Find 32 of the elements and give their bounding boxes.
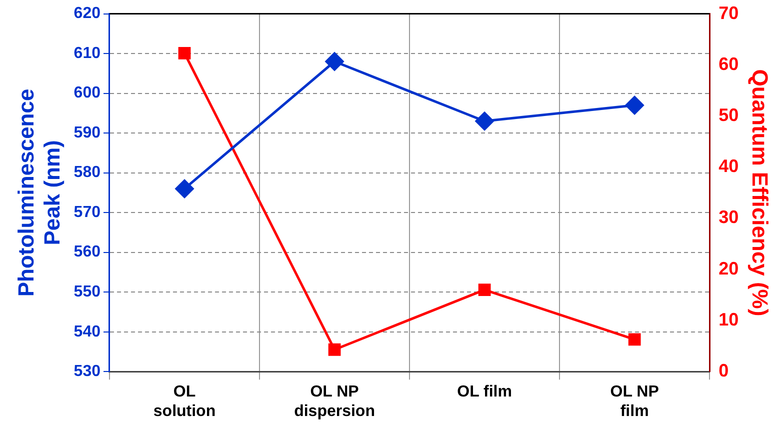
y-tick-label: 570 bbox=[74, 204, 101, 221]
y2-axis-title: Quantum Efficiency (%) bbox=[748, 69, 773, 316]
point bbox=[628, 333, 641, 346]
point bbox=[475, 112, 494, 130]
y-tick-label: 560 bbox=[74, 244, 101, 261]
y2-tick-label: 20 bbox=[718, 258, 739, 278]
y-tick-label: 580 bbox=[74, 164, 101, 182]
y-tick-label: 540 bbox=[74, 323, 101, 340]
y2-tick-label: 0 bbox=[718, 360, 729, 381]
point bbox=[178, 46, 191, 60]
y2-tick-label: 40 bbox=[718, 156, 739, 176]
y-tick-label: 620 bbox=[74, 5, 101, 22]
y2-tick-label: 10 bbox=[718, 309, 739, 330]
y-tick-label: 610 bbox=[74, 44, 101, 62]
x-tick-label: OL solution bbox=[153, 384, 216, 420]
x-tick-label: OL NP dispersion bbox=[294, 384, 375, 420]
point bbox=[325, 52, 344, 71]
x-tick-label: OL NP film bbox=[610, 384, 660, 420]
y2-tick-label: 60 bbox=[718, 54, 739, 74]
y2-tick-label: 50 bbox=[718, 104, 739, 125]
point bbox=[328, 343, 341, 356]
y2-tick-label: 30 bbox=[718, 207, 739, 228]
point bbox=[625, 96, 644, 114]
y-tick-label: 530 bbox=[74, 363, 101, 380]
point bbox=[175, 179, 194, 198]
y-axis-title: Photoluminescence Peak (nm) bbox=[13, 88, 65, 297]
y2-tick-label: 70 bbox=[718, 2, 739, 23]
y-tick-label: 550 bbox=[74, 283, 101, 300]
point bbox=[478, 284, 491, 296]
x-tick-label: OL film bbox=[457, 384, 512, 401]
y-tick-label: 600 bbox=[74, 84, 101, 102]
y-tick-label: 590 bbox=[74, 124, 101, 142]
